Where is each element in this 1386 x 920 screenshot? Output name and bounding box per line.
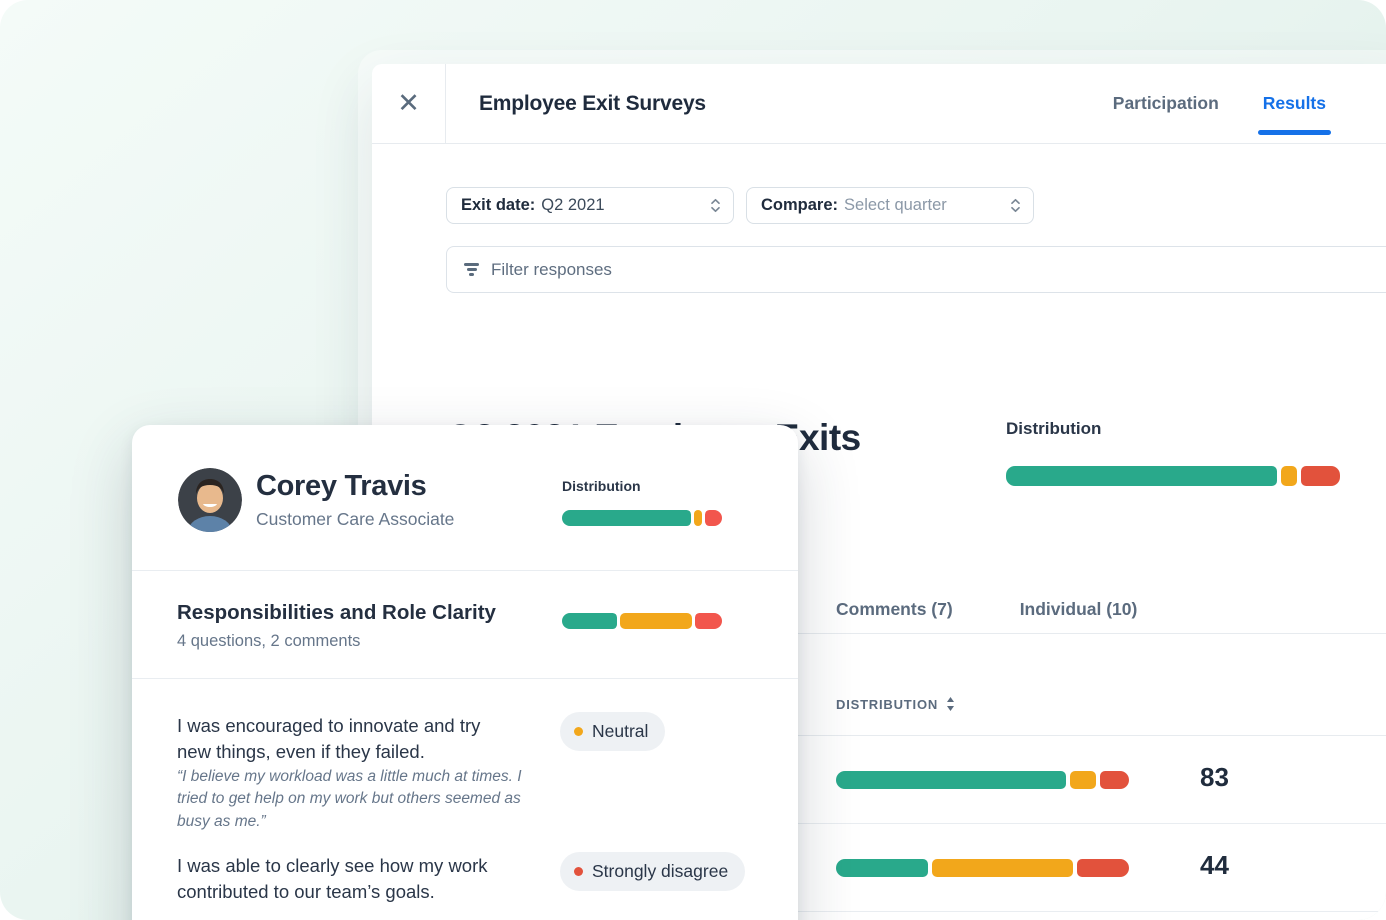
distribution-label: Distribution [562, 478, 641, 494]
filter-responses-box [446, 246, 1386, 293]
chevron-updown-icon [1010, 198, 1021, 213]
overall-distribution: Distribution [1006, 419, 1340, 486]
neutral-dot-icon [574, 727, 583, 736]
distribution-bar [562, 613, 722, 629]
employee-card: Corey Travis Customer Care Associate Dis… [132, 425, 798, 920]
exit-date-label: Exit date: [461, 196, 536, 214]
table-row[interactable]: 44 [372, 824, 1386, 912]
close-button[interactable]: ✕ [372, 64, 446, 143]
employee-name: Corey Travis [256, 470, 427, 502]
table-header: DISTRIBUTION SCORE [836, 674, 1386, 734]
distribution-bar [562, 510, 722, 526]
score-value: 83 [1200, 762, 1229, 792]
filter-row: Exit date: Q2 2021 Compare: Select quart… [446, 187, 1034, 224]
divider [372, 735, 1386, 736]
header-tabs: Participation Results [1113, 64, 1386, 143]
chevron-updown-icon [710, 198, 721, 213]
result-view-tabs: Comments (7) Individual (10) [836, 585, 1137, 633]
section-meta: 4 questions, 2 comments [177, 632, 361, 650]
divider [132, 678, 798, 679]
sort-icon [947, 697, 955, 711]
employee-role: Customer Care Associate [256, 509, 455, 529]
exit-date-value: Q2 2021 [541, 196, 605, 214]
tab-participation[interactable]: Participation [1112, 93, 1219, 113]
filter-icon [464, 263, 479, 276]
score-value: 44 [1200, 850, 1229, 880]
distribution-column-header[interactable]: DISTRIBUTION [836, 697, 955, 712]
modal-header: ✕ Employee Exit Surveys Participation Re… [372, 64, 1386, 144]
question-text: I was encouraged to innovate and try new… [177, 715, 481, 763]
strongly-disagree-dot-icon [574, 867, 583, 876]
modal-title: Employee Exit Surveys [479, 91, 706, 115]
tab-comments[interactable]: Comments (7) [836, 598, 953, 619]
distribution-bar [1006, 466, 1340, 486]
divider [372, 633, 1386, 634]
answer-badge: Neutral [560, 712, 666, 751]
distribution-label: Distribution [1006, 419, 1102, 438]
compare-label: Compare: [761, 196, 839, 214]
exit-date-select[interactable]: Exit date: Q2 2021 [446, 187, 734, 224]
question-text: I was able to clearly see how my work co… [177, 855, 488, 903]
section-title: Responsibilities and Role Clarity [177, 601, 496, 624]
compare-select[interactable]: Compare: Select quarter [746, 187, 1034, 224]
answer-label: Strongly disagree [592, 861, 729, 881]
distribution-bar [836, 859, 1129, 877]
comment-quote: “I believe my workload was a little much… [177, 768, 522, 830]
filter-responses-input[interactable] [491, 259, 1386, 280]
distribution-bar [836, 771, 1129, 789]
close-icon: ✕ [397, 88, 420, 118]
divider [132, 570, 798, 571]
answer-badge: Strongly disagree [560, 852, 746, 891]
table-row[interactable]: 83 [372, 736, 1386, 824]
tab-individual[interactable]: Individual (10) [1019, 598, 1138, 619]
answer-label: Neutral [592, 721, 649, 741]
compare-placeholder: Select quarter [844, 196, 947, 214]
avatar [178, 468, 242, 532]
tab-results[interactable]: Results [1257, 93, 1332, 135]
